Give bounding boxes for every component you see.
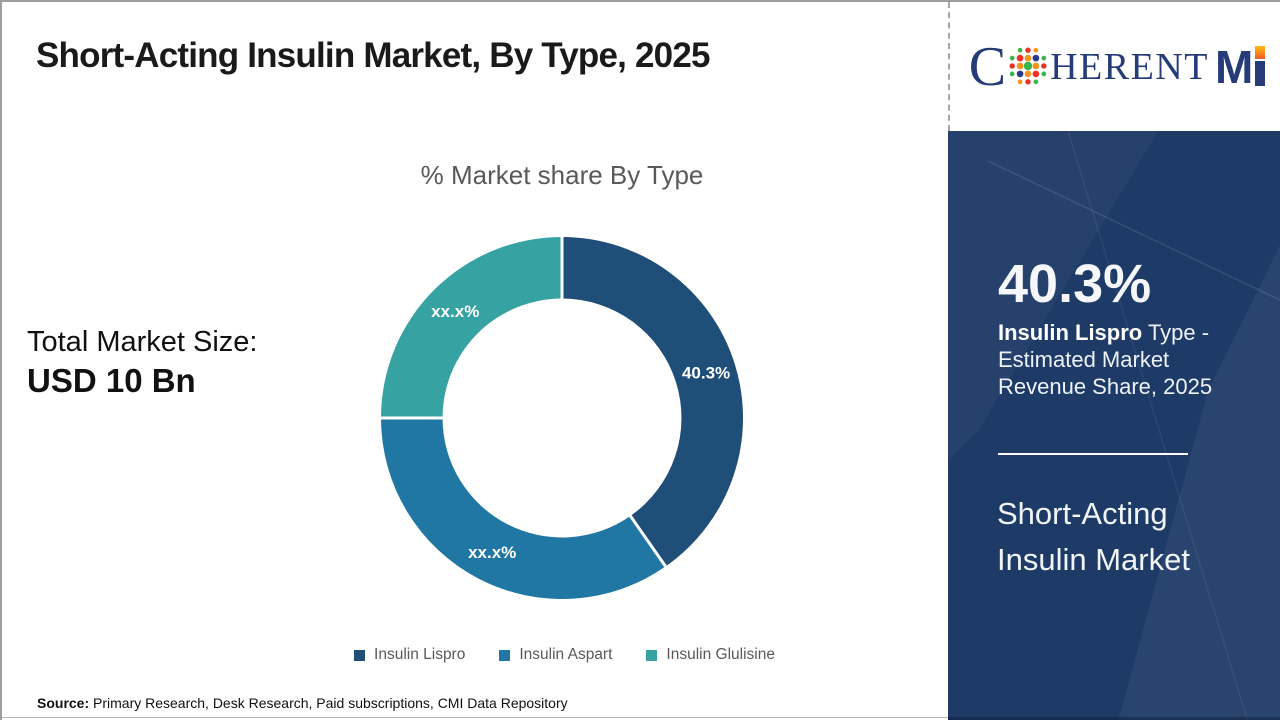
globe-dot: [1016, 70, 1024, 77]
legend-swatch: [646, 649, 658, 661]
logo-i-orange-cap: [1255, 45, 1266, 59]
slice-label-2: xx.x%: [468, 543, 516, 562]
globe-dot: [1032, 62, 1040, 69]
header-dashed-divider: [948, 2, 950, 131]
globe-dot: [1025, 78, 1031, 85]
legend-item-3: Insulin Glulisine: [646, 646, 775, 664]
globe-dot: [1017, 78, 1023, 84]
legend-swatch: [354, 649, 366, 661]
total-market-size-label: Total Market Size:: [27, 326, 258, 358]
legend-item-2: Insulin Aspart: [499, 646, 612, 664]
total-market-size-value: USD 10 Bn: [27, 362, 196, 399]
globe-dot: [1016, 54, 1024, 61]
legend-label: Insulin Aspart: [519, 646, 613, 663]
globe-dot: [1016, 62, 1024, 69]
globe-dot: [1041, 71, 1047, 76]
panel-divider-line: [998, 453, 1188, 455]
panel-stat-value: 40.3%: [998, 254, 1152, 314]
donut-chart: 40.3% xx.x% xx.x%: [380, 236, 744, 600]
logo-letter-i-mark: [1255, 45, 1266, 86]
panel-map-texture: [948, 131, 1280, 720]
highlight-panel: 40.3% Insulin Lispro Type - Estimated Ma…: [948, 131, 1280, 720]
globe-dots-icon: [1009, 46, 1047, 85]
logo-letters-herent: HERENT: [1050, 45, 1209, 88]
panel-market-name: Short-Acting Insulin Market: [997, 496, 1190, 577]
donut-slice-2: [381, 418, 666, 599]
slice-label-3: xx.x%: [431, 302, 479, 321]
chart-legend: Insulin Lispro Insulin Aspart Insulin Glul…: [332, 646, 797, 664]
globe-dot: [1032, 70, 1040, 77]
globe-dot: [1041, 55, 1047, 60]
panel-stat-description-rest: Type - Estimated Market Revenue Share, 2…: [998, 320, 1213, 399]
panel-stat-description: Insulin Lispro Type - Estimated Market R…: [998, 319, 1228, 400]
panel-bottom-strip: [948, 717, 1280, 720]
globe-dot: [1024, 54, 1032, 61]
page-title: Short-Acting Insulin Market, By Type, 20…: [36, 36, 710, 75]
slice-label-1: 40.3%: [682, 364, 730, 383]
globe-dot: [1009, 55, 1015, 60]
globe-dot: [1024, 70, 1032, 77]
logo-i-gap: [1255, 58, 1266, 61]
coherent-mi-logo: C HERENT M: [952, 2, 1280, 131]
slice-separator: [628, 514, 668, 569]
logo-lockup: C HERENT M: [969, 39, 1266, 95]
globe-dot: [1025, 46, 1031, 53]
source-line: Source: Primary Research, Desk Research,…: [37, 695, 568, 711]
logo-letter-m: M: [1214, 40, 1253, 93]
globe-dot: [1009, 62, 1015, 69]
legend-item-1: Insulin Lispro: [354, 646, 465, 664]
legend-label: Insulin Glulisine: [666, 646, 775, 663]
globe-dot: [1032, 54, 1040, 61]
globe-dot: [1041, 62, 1047, 69]
slide-bottom-border: [2, 717, 950, 718]
globe-dot: [1033, 78, 1039, 84]
panel-stat-segment-name: Insulin Lispro: [998, 320, 1143, 345]
globe-dot: [1009, 71, 1015, 76]
legend-label: Insulin Lispro: [374, 646, 466, 663]
globe-dot: [1033, 47, 1039, 53]
globe-dot: [1023, 61, 1033, 70]
donut-chart-svg: 40.3% xx.x% xx.x%: [380, 236, 744, 599]
donut-slice-3: [381, 237, 562, 418]
source-label: Source:: [37, 695, 90, 711]
source-text: Primary Research, Desk Research, Paid su…: [89, 695, 568, 711]
legend-swatch: [499, 649, 511, 661]
donut-slice-1: [562, 237, 744, 567]
chart-title: % Market share By Type: [420, 160, 704, 190]
logo-i-body: [1255, 60, 1266, 86]
globe-dot: [1017, 47, 1023, 53]
logo-letter-c: C: [968, 35, 1007, 98]
